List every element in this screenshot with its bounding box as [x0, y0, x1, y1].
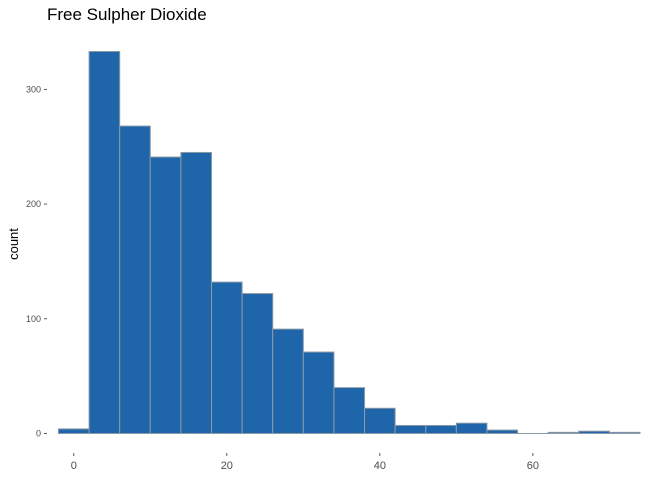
histogram-bar-12 [425, 424, 457, 434]
histogram-bar-13 [455, 422, 488, 434]
y-tick-label-0: 0 [36, 428, 41, 438]
histogram-bar-3 [149, 156, 182, 434]
histogram-bar-10 [364, 407, 396, 434]
y-axis: 0 100 200 300 [26, 84, 47, 438]
histogram-bar-0 [57, 428, 90, 434]
histogram-bar-7 [272, 328, 304, 434]
histogram-bar-9 [333, 387, 366, 434]
y-axis-label: count [6, 228, 21, 260]
histogram-bar-18 [608, 431, 641, 434]
y-tick-label-1: 100 [26, 314, 41, 324]
x-tick-label-3: 60 [527, 460, 539, 472]
chart-title: Free Sulpher Dioxide [47, 5, 207, 24]
histogram-bar-14 [486, 429, 519, 434]
x-tick-label-1: 20 [221, 460, 233, 472]
histogram-bar-17 [578, 430, 610, 434]
histogram-bar-2 [119, 125, 151, 434]
histogram-bar-5 [211, 281, 243, 434]
histogram-bar-16 [547, 431, 580, 434]
histogram-bar-11 [394, 424, 427, 434]
bars-group [57, 51, 641, 435]
histogram-bar-8 [302, 351, 335, 434]
x-axis: 0 20 40 60 [71, 453, 539, 472]
histogram-bar-4 [180, 151, 213, 434]
x-tick-label-2: 40 [374, 460, 386, 472]
y-tick-label-3: 300 [26, 84, 41, 94]
x-tick-label-0: 0 [71, 460, 77, 472]
histogram-bar-1 [88, 51, 121, 434]
y-tick-label-2: 200 [26, 199, 41, 209]
histogram-bar-6 [241, 293, 274, 434]
